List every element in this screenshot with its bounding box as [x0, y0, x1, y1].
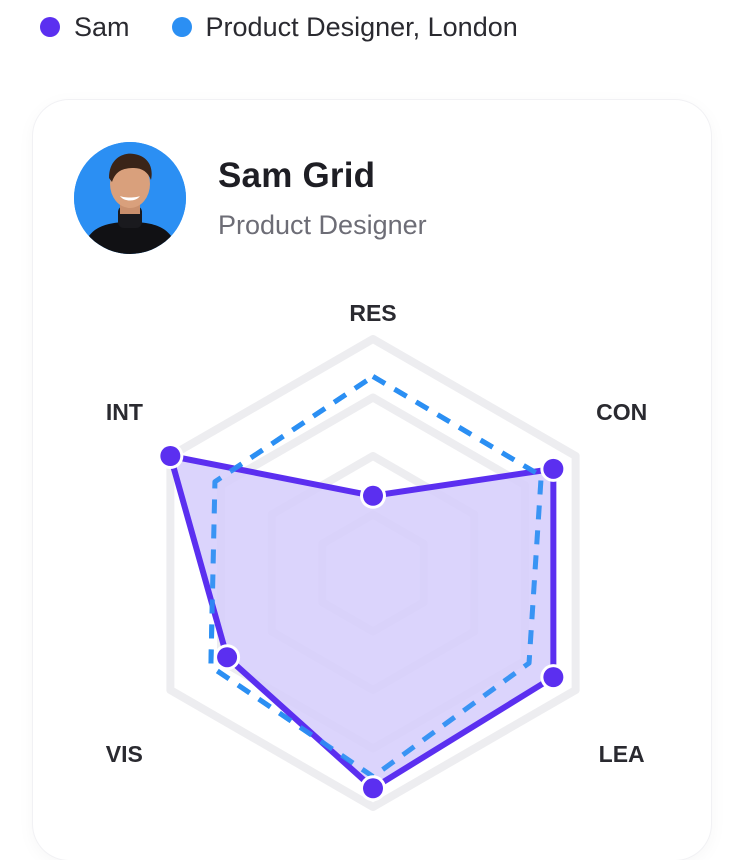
radar-chart: RES CON LEA VIS INT	[106, 300, 647, 811]
legend-label-sam: Sam	[74, 12, 130, 42]
sam-point-2	[543, 667, 564, 688]
legend-item-sam[interactable]: Sam	[40, 8, 130, 46]
person-avatar-icon	[74, 142, 186, 254]
profile-name: Sam Grid	[218, 156, 376, 195]
sam-point-5	[160, 446, 181, 466]
sam-point-4	[217, 647, 238, 668]
legend-label-benchmark: Product Designer, London	[205, 12, 518, 42]
legend-item-benchmark[interactable]: Product Designer, London	[171, 8, 518, 46]
axis-label-lea: LEA	[599, 741, 645, 767]
axis-label-con: CON	[596, 399, 647, 425]
axis-label-res: RES	[349, 300, 396, 326]
sam-point-0	[363, 485, 383, 506]
axis-label-int: INT	[106, 399, 143, 425]
chart-legend: Sam Product Designer, London	[40, 8, 518, 46]
radar-axis-labels: RES CON LEA VIS INT	[106, 300, 647, 767]
radar-series	[157, 373, 567, 802]
sam-point-3	[363, 778, 383, 799]
legend-dot-sam	[40, 17, 60, 37]
sam-point-1	[543, 458, 564, 479]
legend-dot-benchmark	[171, 17, 192, 37]
profile-role: Product Designer	[218, 210, 427, 240]
axis-label-vis: VIS	[106, 741, 143, 767]
